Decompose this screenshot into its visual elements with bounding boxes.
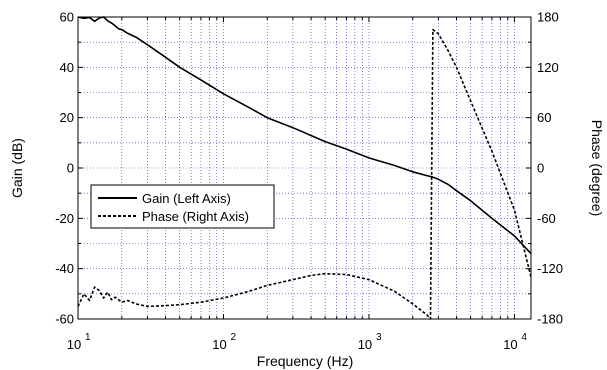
x-tick-label-exponent: 4: [521, 332, 527, 343]
y-right-axis-title: Phase (degree): [589, 120, 605, 217]
y-left-tick-label: 60: [60, 10, 74, 25]
legend: Gain (Left Axis) Phase (Right Axis): [90, 184, 275, 229]
x-tick-label: 10: [67, 337, 81, 352]
legend-box: [90, 184, 275, 229]
y-left-tick-label: -40: [55, 261, 74, 276]
x-tick-label: 10: [358, 337, 372, 352]
legend-gain-label: Gain (Left Axis): [142, 191, 231, 206]
y-right-tick-label: 120: [537, 60, 559, 75]
x-tick-label: 10: [212, 337, 226, 352]
y-right-tick-label: -60: [537, 211, 556, 226]
x-axis-ticks: 10 1 10 2 10 3 10 4: [67, 332, 528, 352]
y-right-tick-label: -180: [537, 312, 563, 327]
series-layer: [77, 16, 532, 320]
x-axis-title: Frequency (Hz): [257, 353, 353, 369]
legend-phase-label: Phase (Right Axis): [142, 209, 249, 224]
y-left-tick-label: -20: [55, 211, 74, 226]
phase-series-line: [77, 28, 532, 320]
y-right-tick-label: 60: [537, 110, 551, 125]
x-tick-label: 10: [503, 337, 517, 352]
x-tick-label-exponent: 2: [230, 332, 236, 343]
y-left-tick-label: 0: [67, 161, 74, 176]
y-right-tick-label: 180: [537, 10, 559, 25]
x-tick-label-exponent: 3: [376, 332, 382, 343]
y-left-tick-label: 20: [60, 110, 74, 125]
y-left-tick-label: 40: [60, 60, 74, 75]
plot-frame: [78, 17, 531, 319]
y-right-tick-label: -120: [537, 261, 563, 276]
y-left-axis-ticks: 60 40 20 0 -20 -40 -60: [55, 10, 74, 327]
y-right-axis-ticks: 180 120 60 0 -60 -120 -180: [537, 10, 563, 327]
plot-area: [77, 16, 532, 320]
y-left-tick-label: -60: [55, 312, 74, 327]
y-left-axis-title: Gain (dB): [9, 138, 25, 198]
gain-series-line: [77, 16, 532, 255]
y-right-tick-label: 0: [537, 161, 544, 176]
x-tick-label-exponent: 1: [85, 332, 91, 343]
plot-border: [77, 16, 532, 320]
